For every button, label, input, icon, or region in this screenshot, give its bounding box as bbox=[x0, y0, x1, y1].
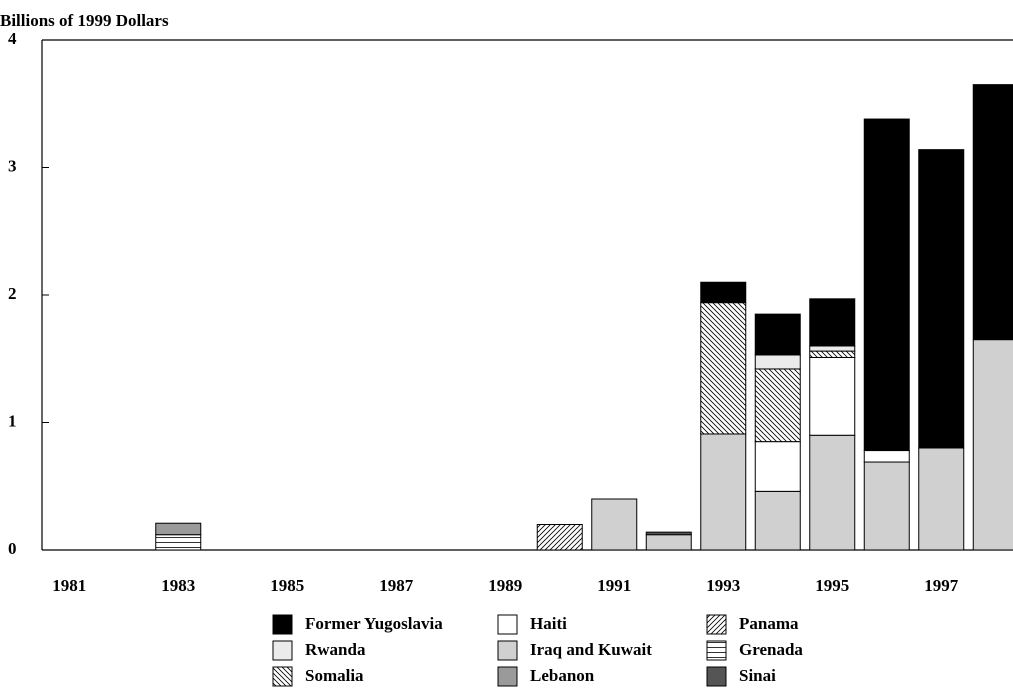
bar-segment bbox=[863, 118, 910, 452]
bar-segment bbox=[155, 534, 202, 551]
legend-swatch bbox=[706, 614, 727, 635]
bar-segment bbox=[809, 298, 856, 347]
x-tick-label: 1983 bbox=[161, 576, 195, 595]
legend-swatch bbox=[272, 640, 293, 661]
bar-segment bbox=[972, 84, 1013, 341]
x-tick-label: 1991 bbox=[597, 576, 631, 595]
bar-segment bbox=[591, 498, 638, 551]
bar-segment bbox=[754, 441, 801, 492]
legend-label: Grenada bbox=[739, 640, 803, 659]
legend-swatch bbox=[706, 640, 727, 661]
bar-segment bbox=[809, 434, 856, 551]
bar-segment bbox=[754, 354, 801, 370]
bar-segment bbox=[700, 281, 747, 304]
legend-label: Iraq and Kuwait bbox=[530, 640, 652, 659]
bar-segment bbox=[155, 522, 202, 536]
x-tick-label: 1995 bbox=[815, 576, 849, 595]
bar-segment bbox=[700, 433, 747, 551]
bar-segment bbox=[700, 302, 747, 435]
legend-label: Former Yugoslavia bbox=[305, 614, 443, 633]
x-tick-label: 1985 bbox=[270, 576, 304, 595]
x-tick-label: 1997 bbox=[924, 576, 959, 595]
legend-label: Haiti bbox=[530, 614, 567, 633]
legend-swatch bbox=[497, 666, 518, 687]
bar-segment bbox=[972, 339, 1013, 551]
legend-label: Rwanda bbox=[305, 640, 366, 659]
legend-label: Lebanon bbox=[530, 666, 595, 685]
x-tick-label: 1993 bbox=[706, 576, 740, 595]
legend-label: Somalia bbox=[305, 666, 364, 685]
bar-segment bbox=[645, 531, 692, 536]
y-tick-label: 4 bbox=[8, 29, 17, 48]
legend-swatch bbox=[272, 666, 293, 687]
bar-segment bbox=[645, 534, 692, 551]
bar-segment bbox=[536, 524, 583, 551]
y-tick-label: 3 bbox=[8, 156, 17, 175]
bar-segment bbox=[863, 461, 910, 551]
bar-segment bbox=[754, 368, 801, 443]
x-tick-label: 1989 bbox=[488, 576, 522, 595]
legend-label: Panama bbox=[739, 614, 799, 633]
x-tick-label: 1981 bbox=[52, 576, 86, 595]
legend-swatch bbox=[497, 614, 518, 635]
bar-segment bbox=[918, 447, 965, 551]
bar-segment bbox=[754, 490, 801, 551]
y-axis-label: Billions of 1999 Dollars bbox=[0, 11, 169, 30]
bar-segment bbox=[863, 450, 910, 463]
legend-swatch bbox=[497, 640, 518, 661]
bar-segment bbox=[809, 356, 856, 436]
x-tick-label: 1987 bbox=[379, 576, 414, 595]
legend-label: Sinai bbox=[739, 666, 776, 685]
y-tick-label: 2 bbox=[8, 284, 17, 303]
bar-segment bbox=[809, 350, 856, 358]
legend-swatch bbox=[706, 666, 727, 687]
y-tick-label: 0 bbox=[8, 539, 17, 558]
legend-swatch bbox=[272, 614, 293, 635]
y-tick-label: 1 bbox=[8, 411, 17, 430]
bar-segment bbox=[809, 345, 856, 352]
bar-segment bbox=[918, 149, 965, 449]
bar-segment bbox=[754, 313, 801, 356]
